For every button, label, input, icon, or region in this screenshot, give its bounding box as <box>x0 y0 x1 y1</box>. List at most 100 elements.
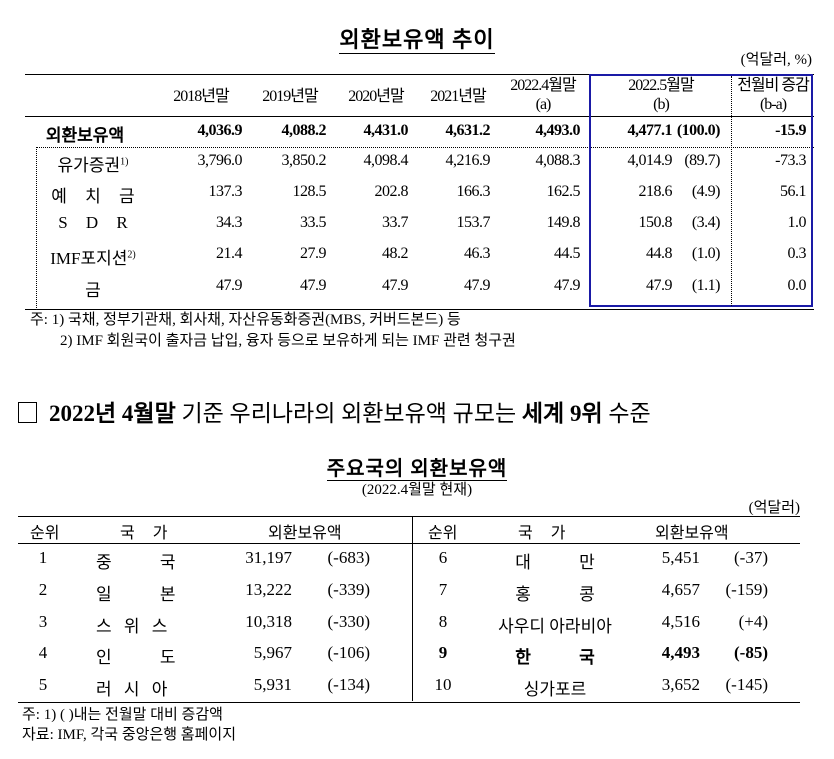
ranking-rank: 7 <box>438 580 448 599</box>
ranking-country: 싱가포르 <box>523 680 587 699</box>
table-cell: 4,477.1 <box>627 122 673 139</box>
ranking-change: (-37) <box>734 548 768 567</box>
ranking-country: 한 국 <box>515 648 595 667</box>
ranking-country: 홍 콩 <box>515 585 595 604</box>
change-column-divider <box>731 76 732 306</box>
row-label: 예 치 금 <box>51 187 135 206</box>
row-label: 외환보유액 <box>45 126 125 145</box>
table-cell: (100.0) <box>676 122 721 139</box>
col-header-2020: 2020년말 <box>348 88 404 105</box>
row-label: S D R <box>58 213 128 232</box>
table-cell: 56.1 <box>780 183 807 200</box>
reserves-trend-table <box>25 74 814 310</box>
table-cell: (3.4) <box>691 214 721 231</box>
ranking-value: 4,516 <box>661 612 700 631</box>
table-cell: 47.9 <box>464 277 491 294</box>
table-cell: -15.9 <box>775 122 806 139</box>
table-cell: 202.8 <box>374 183 409 200</box>
table-cell: 4,014.9 <box>627 152 673 169</box>
col-header-2019: 2019년말 <box>262 88 318 105</box>
table-cell: (1.0) <box>691 245 721 262</box>
table-cell: 150.8 <box>638 214 673 231</box>
ranking-value: 4,493 <box>661 643 700 662</box>
table-cell: 47.9 <box>382 277 409 294</box>
table-cell: 46.3 <box>464 245 491 262</box>
table1-unit: (억달러, %) <box>740 52 812 68</box>
ranking-country: 중 국 <box>96 553 176 572</box>
table2-title: 주요국의 외환보유액 <box>326 458 508 481</box>
ranking-change: (-85) <box>734 643 768 662</box>
table-cell: 4,631.2 <box>445 122 491 139</box>
table-cell: 4,036.9 <box>197 122 243 139</box>
table-cell: 48.2 <box>382 245 409 262</box>
table-cell: 4,216.9 <box>445 152 491 169</box>
ranking-change: (-134) <box>327 675 370 694</box>
checkbox-square-icon <box>18 402 37 423</box>
row-label: 유가증권1) <box>57 156 129 175</box>
table-cell: (1.1) <box>691 277 721 294</box>
table-cell: (89.7) <box>684 152 720 169</box>
table-cell: (4.9) <box>691 183 721 200</box>
ranking-value: 3,652 <box>661 675 700 694</box>
col-header-reserves: 외환보유액 <box>655 525 729 542</box>
ranking-country: 인 도 <box>96 648 176 667</box>
ranking-value: 13,222 <box>245 580 292 599</box>
table-cell: 4,098.4 <box>363 152 409 169</box>
ranking-rank: 3 <box>38 612 48 631</box>
table-cell: 44.8 <box>646 245 673 262</box>
ranking-country: 스 위 스 <box>96 617 168 636</box>
table-cell: 162.5 <box>546 183 581 200</box>
col-header-country: 국 가 <box>518 525 566 542</box>
ranking-rank: 10 <box>434 675 452 694</box>
table-cell: 137.3 <box>208 183 243 200</box>
headline: 2022년 4월말 기준 우리나라의 외환보유액 규모는 세계 9위 수준 <box>18 394 651 428</box>
ranking-rank: 9 <box>438 643 448 662</box>
ranking-country: 대 만 <box>515 553 595 572</box>
col-header-rank: 순위 <box>30 525 60 542</box>
table-cell: 128.5 <box>292 183 327 200</box>
table-cell: 3,796.0 <box>197 152 243 169</box>
ranking-country: 일 본 <box>96 585 176 604</box>
table-cell: 47.9 <box>646 277 673 294</box>
ranking-value: 31,197 <box>245 548 292 567</box>
table2-notes: 주: 1) ( )내는 전월말 대비 증감액 자료: IMF, 각국 중앙은행 … <box>22 707 236 743</box>
table-cell: 166.3 <box>456 183 491 200</box>
total-row-divider <box>36 147 814 148</box>
table-cell: 218.6 <box>638 183 673 200</box>
table-cell: 44.5 <box>554 245 581 262</box>
ranking-value: 4,657 <box>661 580 700 599</box>
table-cell: -73.3 <box>775 152 806 169</box>
col-header-2021: 2021년말 <box>430 88 486 105</box>
center-divider <box>412 516 413 701</box>
ranking-rank: 8 <box>438 612 448 631</box>
col-header-may2022: 2022.5월말 (b) <box>628 77 694 113</box>
table-cell: 21.4 <box>216 245 243 262</box>
indent-divider <box>36 147 37 308</box>
col-header-rank: 순위 <box>428 525 458 542</box>
ranking-change: (-339) <box>327 580 370 599</box>
table-cell: 33.7 <box>382 214 409 231</box>
ranking-change: (-159) <box>725 580 768 599</box>
table-cell: 1.0 <box>787 214 807 231</box>
table-cell: 0.3 <box>787 245 807 262</box>
ranking-rank: 1 <box>38 548 48 567</box>
table-cell: 34.3 <box>216 214 243 231</box>
header-divider <box>18 543 800 544</box>
row-label: 금 <box>85 281 101 300</box>
table1-notes: 주: 1) 국채, 정부기관채, 회사채, 자산유동화증권(MBS, 커버드본드… <box>30 312 516 349</box>
table-cell: 47.9 <box>300 277 327 294</box>
table1-title: 외환보유액 추이 <box>339 27 495 54</box>
table-cell: 4,088.2 <box>281 122 327 139</box>
table-cell: 33.5 <box>300 214 327 231</box>
ranking-rank: 4 <box>38 643 48 662</box>
ranking-value: 5,451 <box>661 548 700 567</box>
ranking-rank: 2 <box>38 580 48 599</box>
table2-subtitle: (2022.4월말 현재) <box>361 482 473 498</box>
ranking-value: 5,931 <box>253 675 292 694</box>
ranking-change: (-683) <box>327 548 370 567</box>
table-cell: 47.9 <box>216 277 243 294</box>
ranking-country: 러 시 아 <box>96 680 168 699</box>
table-cell: 153.7 <box>456 214 491 231</box>
ranking-value: 10,318 <box>245 612 292 631</box>
ranking-rank: 5 <box>38 675 48 694</box>
